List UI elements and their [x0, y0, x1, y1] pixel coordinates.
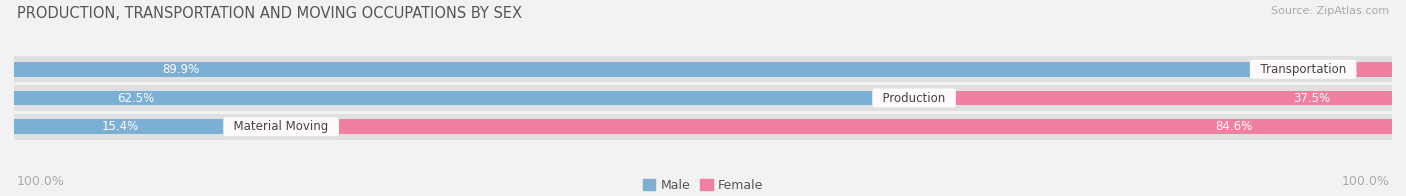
Text: Material Moving: Material Moving: [226, 120, 336, 133]
Text: 62.5%: 62.5%: [118, 92, 155, 104]
Text: Production: Production: [876, 92, 953, 104]
Bar: [14, 62, 1253, 77]
Text: 37.5%: 37.5%: [1292, 92, 1330, 104]
Text: 84.6%: 84.6%: [1215, 120, 1253, 133]
Text: PRODUCTION, TRANSPORTATION AND MOVING OCCUPATIONS BY SEX: PRODUCTION, TRANSPORTATION AND MOVING OC…: [17, 6, 522, 21]
Text: Transportation: Transportation: [1253, 63, 1354, 76]
Bar: [1253, 62, 1392, 77]
Text: 15.4%: 15.4%: [101, 120, 139, 133]
Text: 100.0%: 100.0%: [17, 175, 65, 188]
Bar: [14, 56, 1392, 82]
Bar: [14, 85, 1392, 111]
Bar: [876, 91, 1392, 105]
Text: 10.1%: 10.1%: [1303, 63, 1341, 76]
Bar: [14, 114, 1392, 140]
Bar: [14, 91, 876, 105]
Text: 100.0%: 100.0%: [1341, 175, 1389, 188]
Bar: [14, 119, 226, 134]
Text: 89.9%: 89.9%: [163, 63, 200, 76]
Bar: [226, 119, 1392, 134]
Legend: Male, Female: Male, Female: [638, 174, 768, 196]
Text: Source: ZipAtlas.com: Source: ZipAtlas.com: [1271, 6, 1389, 16]
